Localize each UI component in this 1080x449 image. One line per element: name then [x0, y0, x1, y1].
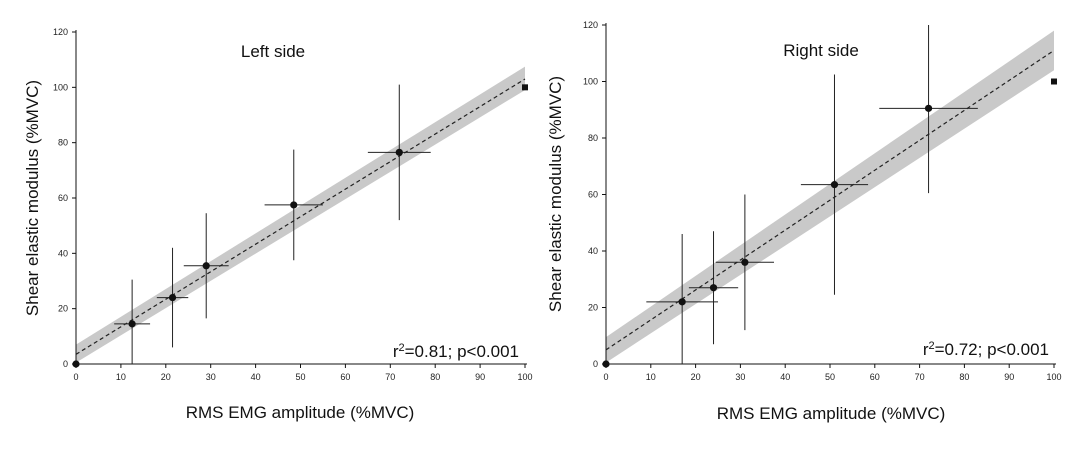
chart-left-svg: 0 20 40 60 80 100 120 0 10 20 30 40 50 60 70 80 90 100 Lef…	[23, 27, 533, 422]
chart-right-x-tick-label: 90	[1004, 372, 1014, 382]
chart-left-y-tick-label: 0	[63, 359, 68, 369]
chart-right-x-tick-label: 10	[646, 372, 656, 382]
chart-right-data-point	[678, 298, 686, 306]
chart-right-data-point	[830, 181, 839, 189]
chart-left-y-tick-label: 120	[53, 27, 68, 37]
chart-right-stat-annotation: r2=0.72; p<0.001	[923, 340, 1049, 359]
chart-left-panel-title: Left side	[241, 42, 305, 61]
chart-right-data-point-square	[1051, 78, 1057, 85]
chart-left-y-tick-label: 80	[58, 138, 68, 148]
chart-right-y-tick-label: 120	[583, 20, 598, 30]
chart-right-x-tick-label: 30	[735, 372, 745, 382]
chart-left-y-tick-label: 40	[58, 248, 68, 258]
chart-left-data-point	[290, 201, 298, 209]
chart-left-x-tick-label: 100	[517, 372, 532, 382]
chart-right-x-tick-label: 50	[825, 372, 835, 382]
chart-right-svg: 0 20 40 60 80 100 120 0 10 20 30 40 50 60 70 80 90 100 Rig…	[546, 20, 1062, 423]
chart-left-x-tick-label: 80	[430, 372, 440, 382]
chart-left-y-tick-label: 60	[58, 193, 68, 203]
chart-right-x-tick-label: 70	[915, 372, 925, 382]
chart-left-x-axis-title: RMS EMG amplitude (%MVC)	[186, 403, 415, 422]
chart-right-x-tick-label: 40	[780, 372, 790, 382]
chart-right-data-point	[709, 284, 718, 292]
chart-left-stat-r: r	[393, 342, 399, 361]
chart-left-x-tick-label: 10	[116, 372, 126, 382]
chart-left-stat-superscript: 2	[398, 342, 404, 354]
chart-right-stat-superscript: 2	[928, 340, 934, 352]
chart-left-y-axis-title: Shear elastic modulus (%MVC)	[23, 80, 42, 316]
chart-right-x-tick-label: 20	[691, 372, 701, 382]
chart-left-x-tick-label: 30	[206, 372, 216, 382]
chart-left-data-point	[202, 262, 210, 270]
chart-left-x-tick-label: 90	[475, 372, 485, 382]
chart-right-y-tick-label: 100	[583, 77, 598, 87]
chart-panel-right: 0 20 40 60 80 100 120 0 10 20 30 40 50 60 70 80 90 100 Rig…	[530, 0, 1080, 449]
chart-right-x-tick-label: 60	[870, 372, 880, 382]
chart-left-y-tick-label: 100	[53, 82, 68, 92]
chart-right-x-tick-label: 100	[1046, 372, 1061, 382]
chart-right-y-tick-label: 20	[588, 303, 598, 313]
chart-right-x-axis-title: RMS EMG amplitude (%MVC)	[717, 404, 946, 423]
chart-left-confidence-band	[76, 66, 525, 363]
chart-right-panel-title: Right side	[783, 41, 859, 60]
chart-left-data-point	[168, 294, 177, 302]
chart-right-x-tick-label: 80	[959, 372, 969, 382]
chart-right-regression-line	[605, 49, 1055, 351]
chart-left-x-tick-label: 50	[295, 372, 305, 382]
chart-right-x-tick-label: 0	[603, 372, 608, 382]
chart-right-stat-text: =0.72; p<0.001	[935, 340, 1049, 359]
chart-right-confidence-band	[606, 30, 1054, 363]
chart-right-stat-r: r	[923, 340, 929, 359]
chart-left-x-tick-label: 20	[161, 372, 171, 382]
chart-right-y-tick-label: 60	[588, 190, 598, 200]
chart-left-data-point	[72, 360, 80, 368]
chart-left-stat-text: =0.81; p<0.001	[405, 342, 519, 361]
chart-right-data-point	[924, 104, 933, 112]
chart-right-y-tick-label: 0	[593, 359, 598, 369]
chart-right-y-tick-label: 80	[588, 133, 598, 143]
chart-left-x-tick-label: 60	[340, 372, 350, 382]
chart-left-x-tick-label: 0	[73, 372, 78, 382]
chart-left-data-point	[128, 320, 136, 328]
chart-left-y-tick-label: 20	[58, 304, 68, 314]
chart-right-y-axis-title: Shear elastic modulus (%MVC)	[546, 76, 565, 312]
chart-left-regression-line	[75, 78, 526, 355]
chart-right-data-point	[602, 360, 610, 368]
chart-right-data-point	[741, 258, 749, 266]
chart-right-y-tick-label: 40	[588, 246, 598, 256]
chart-left-data-point	[395, 148, 403, 156]
chart-left-x-tick-label: 70	[385, 372, 395, 382]
chart-left-data-point-square	[522, 84, 528, 91]
chart-left-stat-annotation: r2=0.81; p<0.001	[393, 342, 519, 361]
chart-panel-left: 0 20 40 60 80 100 120 0 10 20 30 40 50 60 70 80 90 100 Lef…	[23, 27, 533, 422]
chart-left-x-tick-label: 40	[251, 372, 261, 382]
